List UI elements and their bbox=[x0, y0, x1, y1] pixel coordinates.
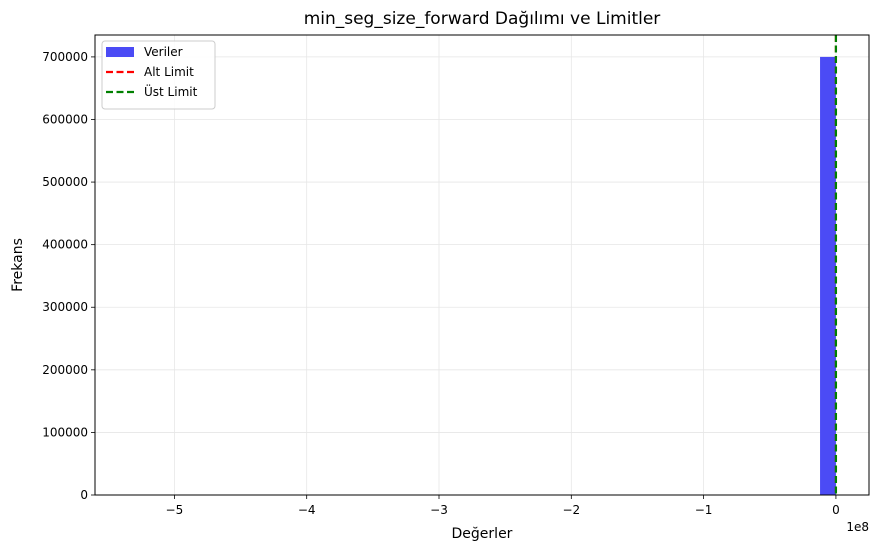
y-axis-ticks: 0 100000 200000 300000 400000 500000 600000 700… bbox=[42, 50, 95, 502]
legend-label: Üst Limit bbox=[144, 83, 198, 99]
y-tick-label: 500000 bbox=[42, 175, 88, 189]
y-tick-label: 0 bbox=[80, 488, 88, 502]
x-tick-label: −4 bbox=[298, 503, 316, 517]
x-tick-label: −3 bbox=[430, 503, 448, 517]
legend-label: Veriler bbox=[144, 45, 183, 59]
y-tick-label: 300000 bbox=[42, 300, 88, 314]
legend-swatch bbox=[106, 47, 134, 57]
y-tick-label: 200000 bbox=[42, 363, 88, 377]
x-tick-label: −1 bbox=[695, 503, 713, 517]
x-tick-label: −2 bbox=[562, 503, 580, 517]
x-offset-label: 1e8 bbox=[846, 520, 869, 534]
legend: Veriler Alt Limit Üst Limit bbox=[101, 40, 216, 110]
y-tick-label: 400000 bbox=[42, 238, 88, 252]
x-tick-label: 0 bbox=[832, 503, 840, 517]
y-tick-label: 600000 bbox=[42, 112, 88, 126]
x-axis-ticks: −5 −4 −3 −2 −1 0 bbox=[166, 495, 840, 517]
y-axis-label: Frekans bbox=[10, 238, 26, 292]
bar-layer bbox=[820, 56, 836, 496]
x-axis-label: Değerler bbox=[452, 526, 513, 542]
y-tick-label: 100000 bbox=[42, 425, 88, 439]
plot-frame bbox=[94, 34, 870, 496]
legend-label: Alt Limit bbox=[144, 65, 194, 79]
chart-title: min_seg_size_forward Dağılımı ve Limitle… bbox=[304, 9, 661, 29]
y-tick-label: 700000 bbox=[42, 50, 88, 64]
histogram-bar bbox=[820, 56, 836, 496]
x-tick-label: −5 bbox=[166, 503, 184, 517]
